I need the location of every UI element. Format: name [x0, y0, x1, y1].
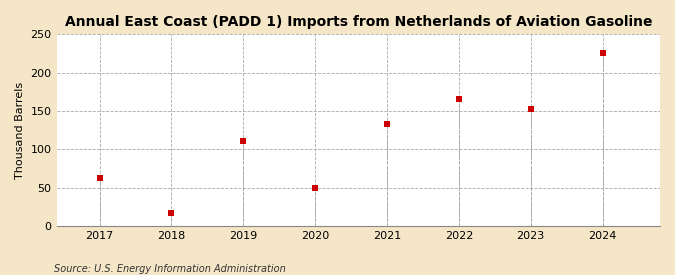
Title: Annual East Coast (PADD 1) Imports from Netherlands of Aviation Gasoline: Annual East Coast (PADD 1) Imports from …	[65, 15, 652, 29]
Point	[525, 107, 536, 112]
Point	[95, 175, 105, 180]
Point	[381, 122, 392, 126]
Point	[597, 51, 608, 56]
Y-axis label: Thousand Barrels: Thousand Barrels	[15, 82, 25, 179]
Point	[166, 211, 177, 215]
Point	[310, 186, 321, 191]
Text: Source: U.S. Energy Information Administration: Source: U.S. Energy Information Administ…	[54, 264, 286, 274]
Point	[454, 97, 464, 102]
Point	[238, 139, 248, 143]
